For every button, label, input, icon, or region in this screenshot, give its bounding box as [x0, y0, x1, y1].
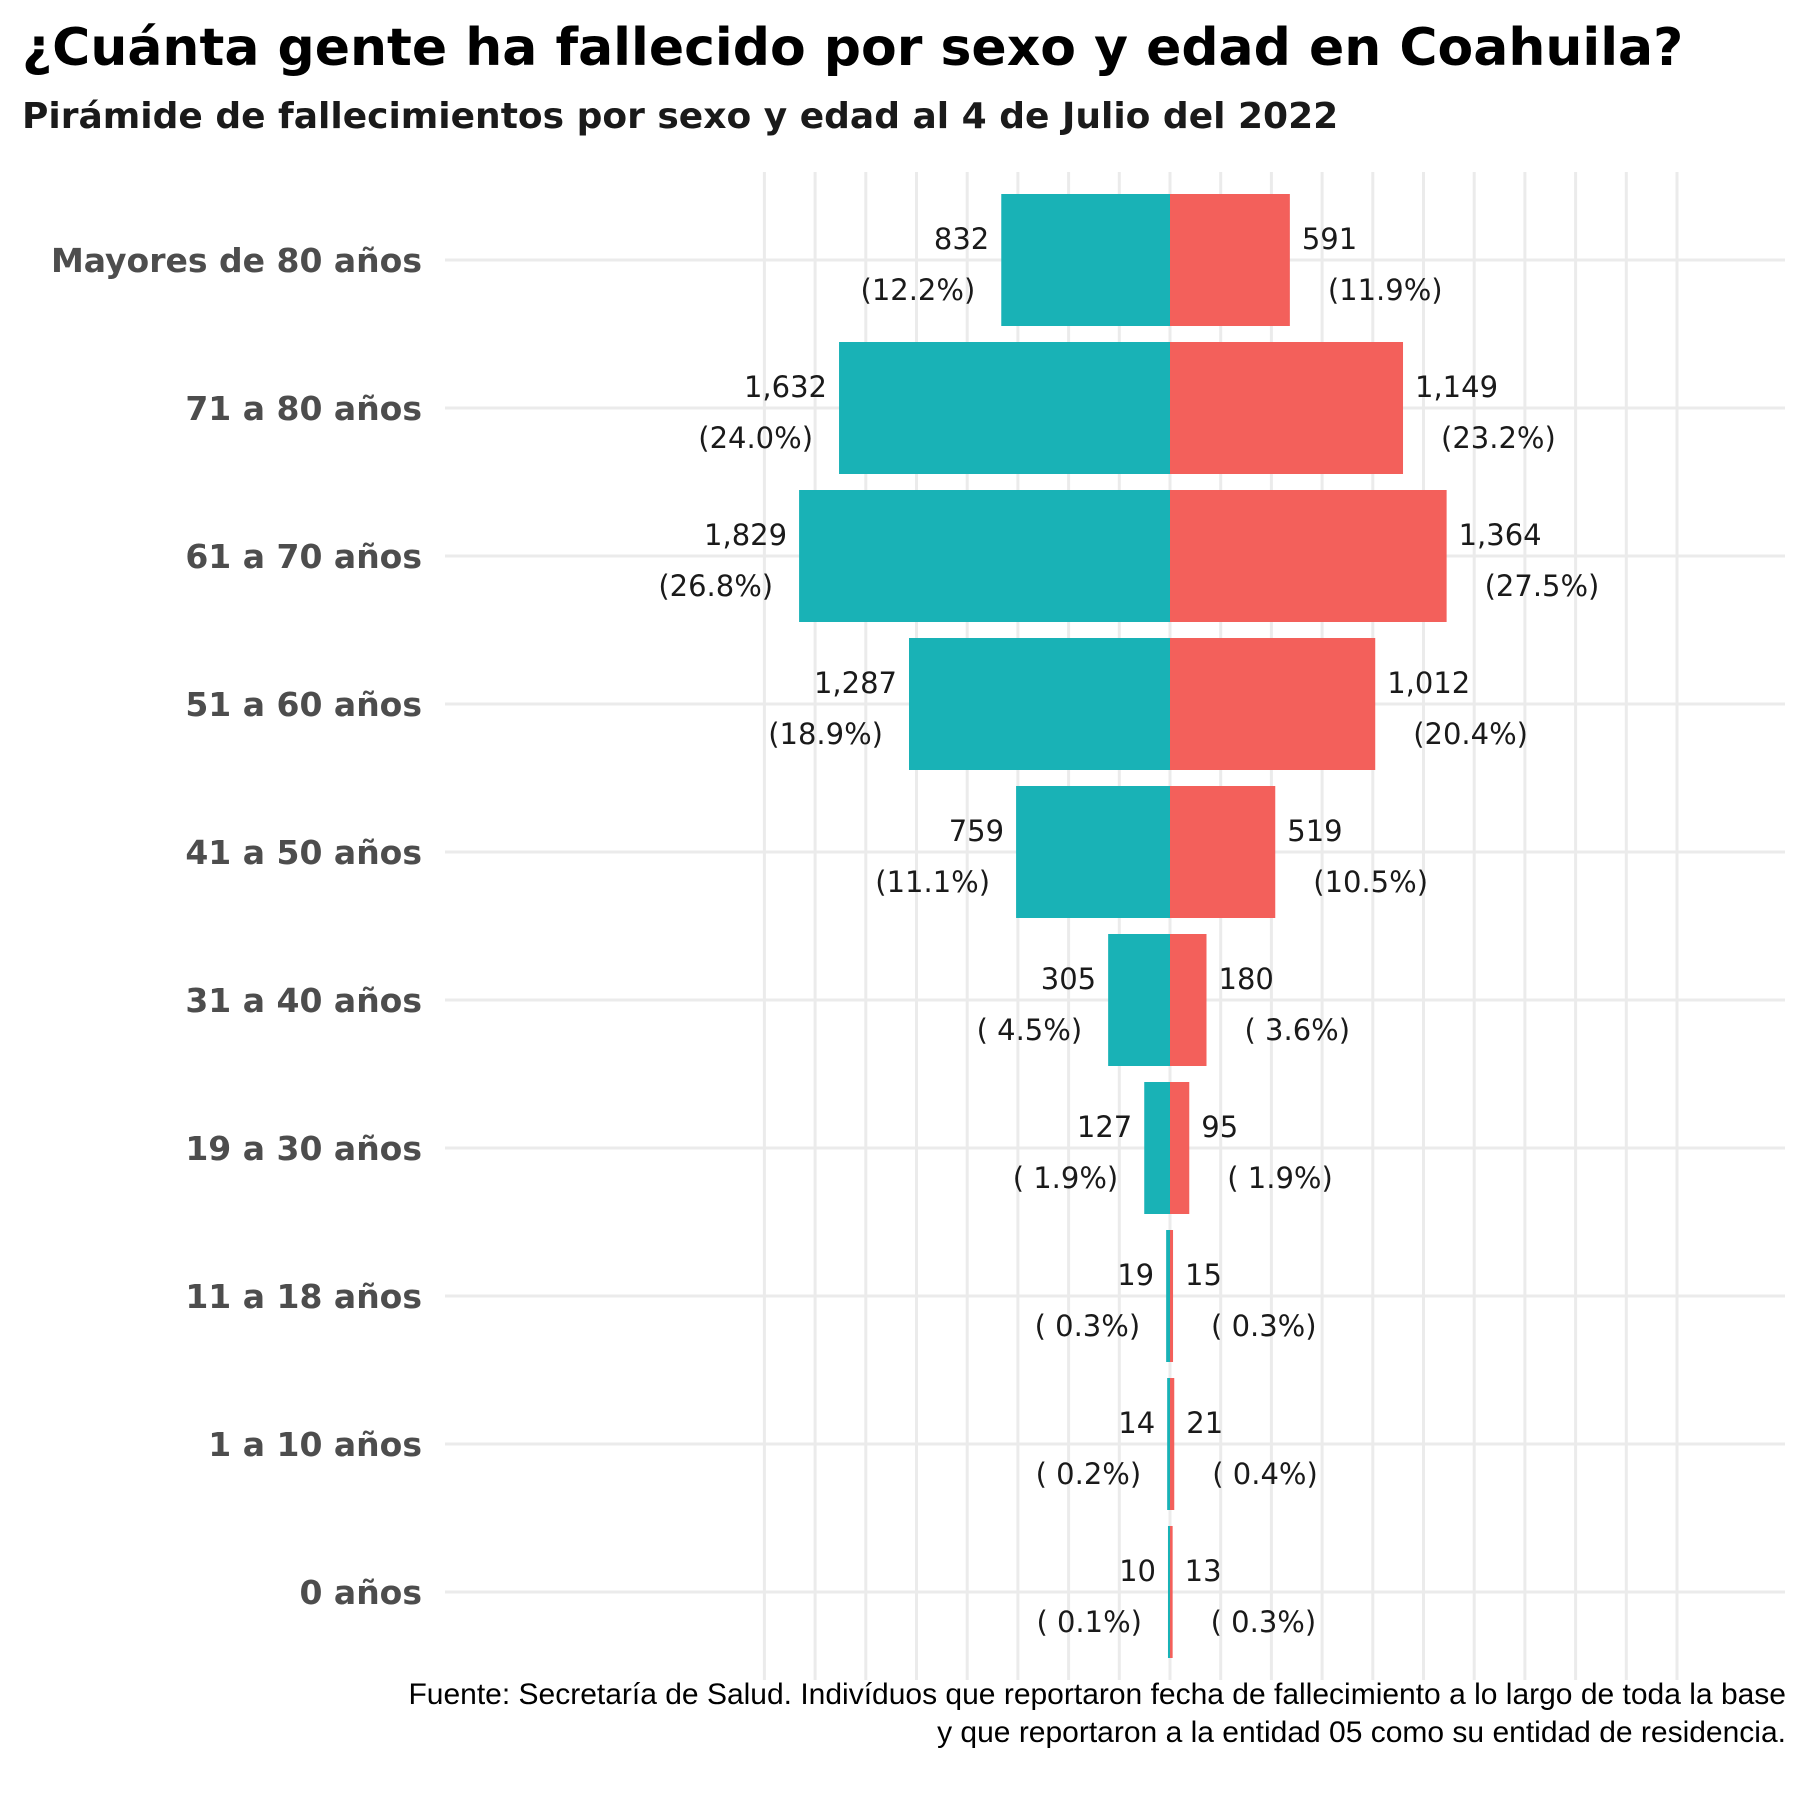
bar-right	[1170, 638, 1376, 770]
value-label-right-count: 15	[1185, 1258, 1222, 1292]
value-label-left-count: 305	[1041, 962, 1096, 996]
category-label: 11 a 18 años	[185, 1277, 422, 1316]
value-label-right-count: 591	[1302, 222, 1357, 256]
bar-right	[1170, 1082, 1190, 1214]
value-label-left-count: 759	[949, 814, 1004, 848]
bar-right	[1170, 934, 1207, 1066]
bar-left	[1144, 1082, 1170, 1214]
bar-right	[1170, 786, 1276, 918]
value-label-right-pct: (23.2%)	[1441, 421, 1556, 455]
bar-right	[1170, 342, 1404, 474]
value-label-left-pct: ( 1.9%)	[1013, 1161, 1119, 1195]
value-label-right-pct: ( 3.6%)	[1245, 1013, 1351, 1047]
category-label: 51 a 60 años	[185, 685, 422, 724]
bar-right	[1170, 1230, 1174, 1362]
value-label-right-pct: ( 0.3%)	[1211, 1605, 1317, 1639]
value-label-right-count: 1,364	[1459, 518, 1542, 552]
bar-left	[908, 638, 1170, 770]
category-labels-layer: Mayores de 80 años 71 a 80 años 61 a 70 añ…	[51, 241, 422, 1612]
category-label: 61 a 70 años	[185, 537, 422, 576]
category-label: Mayores de 80 años	[51, 241, 422, 280]
value-label-left-pct: ( 0.3%)	[1035, 1309, 1141, 1343]
chart-title: ¿Cuánta gente ha fallecido por sexo y ed…	[22, 18, 1684, 78]
value-label-left-pct: (24.0%)	[698, 421, 813, 455]
value-label-right-count: 180	[1219, 962, 1274, 996]
value-labels-layer: 832 (12.2%) 591 (11.9%) 1,632 (24.0%) 1,149 (23…	[658, 222, 1599, 1639]
value-label-right-count: 1,149	[1415, 370, 1498, 404]
value-label-left-count: 127	[1077, 1110, 1132, 1144]
value-label-right-pct: ( 0.3%)	[1211, 1309, 1317, 1343]
value-label-right-pct: ( 1.9%)	[1227, 1161, 1333, 1195]
value-label-left-count: 14	[1118, 1406, 1155, 1440]
value-label-right-pct: ( 0.4%)	[1212, 1457, 1318, 1491]
value-label-right-pct: (20.4%)	[1413, 717, 1528, 751]
value-label-left-count: 1,632	[744, 370, 827, 404]
value-label-left-count: 19	[1117, 1258, 1154, 1292]
bar-right	[1170, 1378, 1175, 1510]
value-label-right-pct: (27.5%)	[1485, 569, 1600, 603]
chart-subtitle: Pirámide de fallecimientos por sexo y ed…	[22, 96, 1339, 137]
category-label: 1 a 10 años	[208, 1425, 422, 1464]
value-label-left-pct: ( 0.1%)	[1036, 1605, 1142, 1639]
value-label-left-pct: (12.2%)	[861, 273, 976, 307]
bar-left	[839, 342, 1170, 474]
category-label: 41 a 50 años	[185, 833, 422, 872]
bar-left	[799, 490, 1170, 622]
caption-line-1: Fuente: Secretaría de Salud. Indivíduos …	[408, 1678, 1786, 1711]
bar-left	[1001, 194, 1170, 326]
category-label: 31 a 40 años	[185, 981, 422, 1020]
value-label-right-pct: (10.5%)	[1313, 865, 1428, 899]
value-label-right-count: 519	[1287, 814, 1342, 848]
value-label-right-count: 95	[1201, 1110, 1238, 1144]
value-label-right-count: 13	[1185, 1554, 1222, 1588]
bar-right	[1170, 194, 1290, 326]
value-label-left-pct: ( 0.2%)	[1036, 1457, 1142, 1491]
bars-layer	[799, 194, 1447, 1658]
value-label-right-count: 1,012	[1387, 666, 1470, 700]
caption-line-2: y que reportaron a la entidad 05 como su…	[937, 1716, 1786, 1749]
value-label-left-pct: (18.9%)	[768, 717, 883, 751]
value-label-left-pct: (26.8%)	[658, 569, 773, 603]
category-label: 71 a 80 años	[185, 389, 422, 428]
value-label-left-count: 832	[934, 222, 989, 256]
bar-left	[1167, 1378, 1170, 1510]
value-label-left-pct: ( 4.5%)	[977, 1013, 1083, 1047]
bar-left	[1016, 786, 1170, 918]
value-label-left-pct: (11.1%)	[875, 865, 990, 899]
value-label-left-count: 10	[1119, 1554, 1156, 1588]
value-label-right-pct: (11.9%)	[1328, 273, 1443, 307]
value-label-left-count: 1,287	[814, 666, 897, 700]
bar-right	[1170, 490, 1447, 622]
bar-left	[1167, 1526, 1170, 1658]
category-label: 19 a 30 años	[185, 1129, 422, 1168]
bar-left	[1108, 934, 1170, 1066]
value-label-right-count: 21	[1186, 1406, 1223, 1440]
value-label-left-count: 1,829	[704, 518, 787, 552]
bar-left	[1166, 1230, 1170, 1362]
bar-right	[1170, 1526, 1173, 1658]
category-label: 0 años	[299, 1573, 422, 1612]
source-caption: Fuente: Secretaría de Salud. Indivíduos …	[408, 1676, 1786, 1752]
